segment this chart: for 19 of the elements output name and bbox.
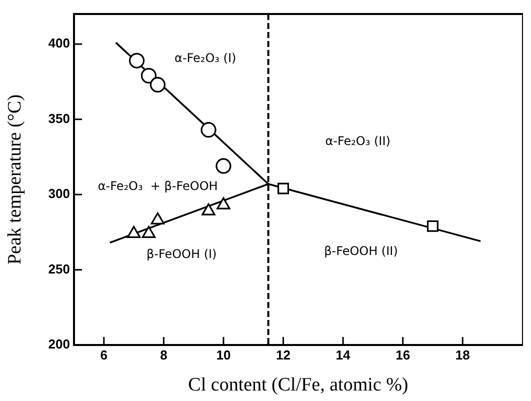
y-tick-label: 350: [48, 110, 70, 126]
x-tick-label: 18: [455, 347, 470, 362]
x-tick-label: 16: [396, 347, 410, 362]
annotation: β-FeOOH (I): [146, 246, 217, 261]
y-axis-title: Peak temperature (°C): [4, 94, 26, 265]
annotation: α-Fe₂O₃ (I): [174, 51, 236, 66]
x-tick-label: 14: [336, 347, 352, 362]
x-axis-title: Cl content (Cl/Fe, atomic %): [188, 374, 408, 396]
x-tick-label: 12: [276, 347, 290, 362]
x-tick-label: 6: [100, 347, 108, 362]
y-tick-label: 250: [48, 261, 70, 276]
annotation: α-Fe₂O₃ (II): [325, 134, 390, 148]
y-tick-label: 300: [48, 186, 70, 202]
annotation: β-FeOOH (II): [324, 244, 398, 258]
annotation: α-Fe₂O₃ + β-FeOOH: [98, 179, 218, 194]
y-tick-label: 200: [48, 336, 70, 352]
x-tick-label: 8: [160, 347, 168, 362]
y-tick-label: 400: [48, 36, 70, 51]
x-tick-label: 10: [216, 347, 231, 362]
